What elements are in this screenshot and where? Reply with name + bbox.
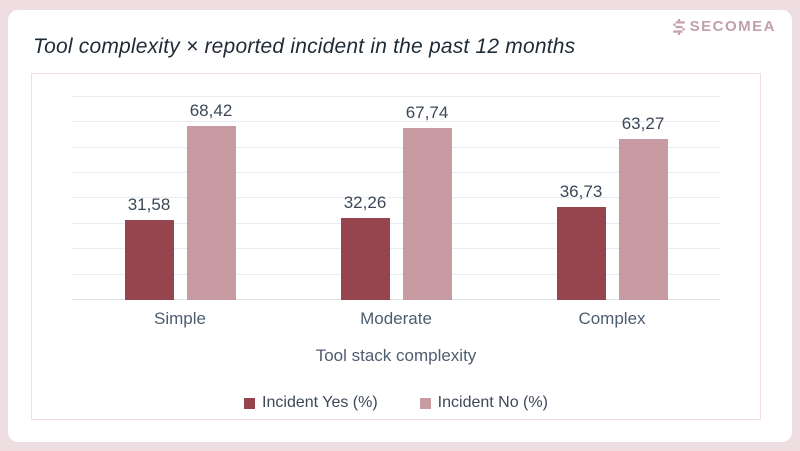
bar-complex-yes[interactable]: 36,73 [556, 182, 606, 300]
bar-value-label: 68,42 [189, 101, 233, 121]
legend-item-incident-yes: Incident Yes (%) [244, 394, 378, 412]
bar-moderate-no[interactable]: 67,74 [402, 103, 452, 300]
chart-container: 31,58 68,42 32,26 67,74 36,73 63,27 Simple Mod… [31, 73, 761, 420]
legend-item-incident-no: Incident No (%) [419, 394, 548, 412]
gridline [72, 222, 720, 224]
legend-swatch [419, 397, 431, 409]
secomea-logo-text: SECOMEA [689, 18, 776, 35]
bar-value-label: 67,74 [405, 103, 449, 122]
category-label-complex: Complex [578, 309, 646, 328]
gridline [72, 121, 720, 123]
bar-group-moderate: 32,26 67,74 [288, 74, 504, 300]
bar-group-simple: 31,58 68,42 [72, 74, 288, 300]
gridline [72, 146, 720, 148]
gridline [72, 273, 720, 275]
gridline [72, 172, 720, 174]
gridline [72, 248, 720, 250]
secomea-pixel-s-icon [672, 18, 685, 35]
bar-simple-no[interactable]: 68,42 [186, 101, 236, 300]
gridline [72, 95, 720, 97]
x-axis-title: Tool stack complexity [315, 346, 477, 365]
legend-label: Incident No (%) [437, 394, 548, 411]
legend-label: Incident Yes (%) [262, 394, 378, 411]
chart-title: Tool complexity × reported incident in t… [33, 35, 576, 58]
legend-swatch [244, 397, 256, 409]
bar-value-label: 36,73 [559, 181, 603, 201]
legend: Incident Yes (%) Incident No (%) [32, 394, 760, 412]
bar-group-complex: 36,73 63,27 [504, 74, 720, 300]
bar-value-label: 32,26 [343, 193, 387, 213]
bar-complex-no[interactable]: 63,27 [618, 114, 668, 300]
category-label-simple: Simple [154, 309, 206, 328]
category-axis: Simple Moderate Complex [72, 309, 720, 329]
bar-value-label: 31,58 [127, 194, 171, 214]
slide-card: Tool complexity × reported incident in t… [8, 10, 792, 442]
bar-moderate-yes[interactable]: 32,26 [340, 193, 390, 300]
bar-groups: 31,58 68,42 32,26 67,74 36,73 63,27 [72, 74, 720, 300]
gridline [72, 197, 720, 199]
secomea-logo: SECOMEA [672, 18, 776, 35]
bar-simple-yes[interactable]: 31,58 [124, 195, 174, 300]
plot-area: 31,58 68,42 32,26 67,74 36,73 63,27 [72, 74, 720, 300]
x-axis-baseline [72, 299, 720, 300]
category-label-moderate: Moderate [360, 309, 432, 328]
bar-value-label: 63,27 [621, 114, 665, 134]
